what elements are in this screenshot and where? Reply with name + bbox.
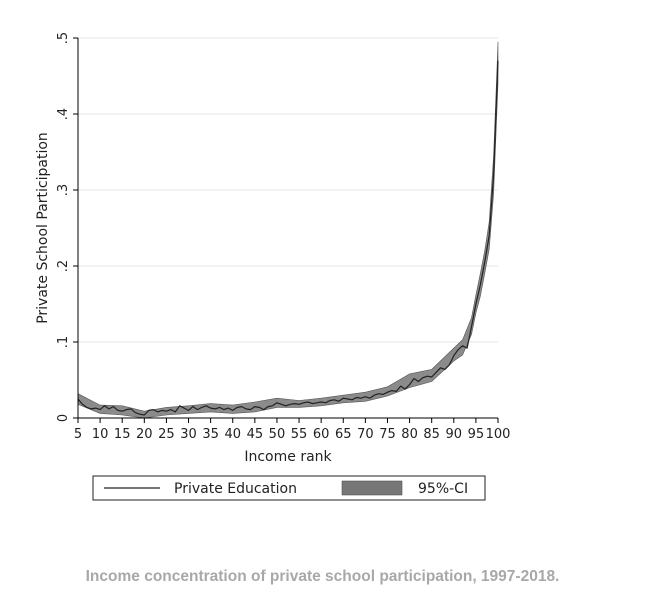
x-tick-label-16: 85 bbox=[423, 427, 440, 442]
x-tick-label-4: 25 bbox=[158, 427, 175, 442]
y-axis-title: Private School Participation bbox=[35, 132, 51, 324]
x-tick-label-14: 75 bbox=[379, 427, 396, 442]
x-tick-label-10: 55 bbox=[291, 427, 308, 442]
y-axis-ticks: 0 .1 .2 .3 .4 .5 bbox=[56, 32, 78, 422]
x-axis-ticks: 5 10 15 20 25 30 35 40 45 50 55 60 65 70 75 80 85 90 95 100 bbox=[74, 418, 511, 442]
x-tick-label-3: 20 bbox=[136, 427, 153, 442]
x-axis-title: Income rank bbox=[244, 449, 332, 465]
x-tick-label-15: 80 bbox=[401, 427, 418, 442]
legend-label-private-education: Private Education bbox=[174, 481, 297, 497]
x-tick-label-8: 45 bbox=[247, 427, 264, 442]
figure-caption: Income concentration of private school p… bbox=[85, 568, 560, 585]
y-tick-label-1: .1 bbox=[56, 336, 71, 348]
x-tick-label-11: 60 bbox=[313, 427, 330, 442]
x-tick-label-5: 30 bbox=[180, 427, 197, 442]
y-tick-label-4: .4 bbox=[56, 108, 71, 120]
x-tick-label-18: 95 bbox=[468, 427, 485, 442]
x-tick-label-2: 15 bbox=[114, 427, 131, 442]
x-tick-label-17: 90 bbox=[446, 427, 463, 442]
grid-lines bbox=[78, 37, 498, 343]
x-tick-label-1: 10 bbox=[92, 427, 109, 442]
x-tick-label-12: 65 bbox=[335, 427, 352, 442]
y-tick-label-0: 0 bbox=[56, 414, 71, 422]
y-tick-label-3: .3 bbox=[56, 184, 71, 196]
x-tick-label-7: 40 bbox=[224, 427, 241, 442]
legend: Private Education 95%-CI bbox=[92, 475, 486, 501]
x-tick-label-6: 35 bbox=[202, 427, 219, 442]
legend-label-ci: 95%-CI bbox=[418, 481, 468, 497]
plot-region bbox=[78, 38, 498, 418]
x-tick-label-19: 100 bbox=[486, 427, 511, 442]
ci-band-95 bbox=[77, 41, 499, 419]
y-tick-label-5: .5 bbox=[56, 32, 71, 44]
y-tick-label-2: .2 bbox=[56, 260, 71, 272]
series-line-private-education bbox=[77, 60, 499, 416]
x-tick-label-9: 50 bbox=[269, 427, 286, 442]
x-tick-label-13: 70 bbox=[357, 427, 374, 442]
legend-swatch-ci bbox=[341, 480, 403, 496]
x-tick-label-0: 5 bbox=[74, 427, 82, 442]
